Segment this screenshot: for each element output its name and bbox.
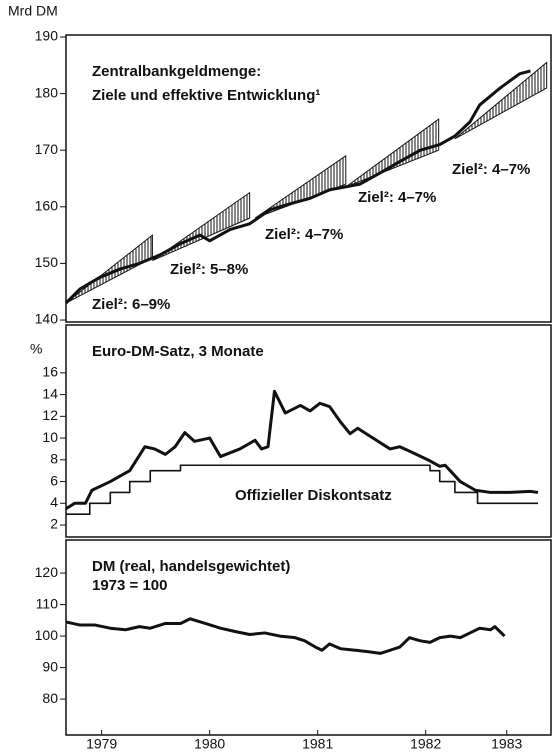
panel-frame (65, 324, 552, 538)
target-corridor (65, 234, 153, 304)
y-tick-label: 190 (35, 28, 59, 44)
corridor-label: Ziel²: 5–8% (170, 261, 248, 278)
y-tick-label: 80 (42, 690, 58, 706)
corridor-label: Ziel²: 4–7% (265, 226, 343, 243)
y-tick-label: 120 (35, 564, 59, 580)
y-tick-label: 170 (35, 141, 59, 157)
y-tick-label: 160 (35, 198, 59, 214)
y-tick-label: 110 (36, 595, 59, 611)
step-line (66, 464, 539, 515)
y-tick-label: 14 (42, 385, 58, 401)
x-tick-label: 1982 (410, 736, 441, 752)
target-corridor (152, 191, 251, 262)
y-tick-label: 10 (42, 429, 58, 445)
y-tick-label: 2 (50, 516, 58, 532)
panel-frame (65, 34, 552, 323)
target-corridor (454, 61, 548, 140)
panel-subtitle: 1973 = 100 (92, 577, 168, 594)
y-tick-label: 8 (50, 451, 58, 467)
corridor-label: Ziel²: 6–9% (92, 296, 170, 313)
data-line (64, 69, 531, 305)
panel-title: Zentralbankgeldmenge: (92, 63, 261, 80)
panel-frame (65, 539, 552, 736)
unit-label: Mrd DM (8, 3, 58, 19)
y-tick-label: 150 (35, 254, 59, 270)
target-corridor (345, 118, 440, 188)
data-line (65, 617, 506, 655)
y-tick-label: 100 (35, 627, 59, 643)
target-corridor (254, 154, 347, 219)
panel-title: DM (real, handelsgewichtet) (92, 558, 290, 575)
y-tick-label: 12 (42, 407, 58, 423)
data-line (65, 389, 539, 511)
panel-subtitle: Ziele und effektive Entwicklung¹ (92, 87, 320, 104)
y-tick-label: 90 (42, 658, 58, 674)
x-tick-label: 1981 (302, 736, 333, 752)
y-tick-label: 140 (35, 311, 59, 327)
y-tick-label: 16 (42, 364, 58, 380)
x-tick-label: 1980 (194, 736, 225, 752)
y-tick-label: 6 (50, 472, 58, 488)
legend-label: Offizieller Diskontsatz (235, 487, 392, 504)
y-tick-label: 4 (50, 494, 58, 510)
x-tick-label: 1983 (491, 736, 522, 752)
corridor-label: Ziel²: 4–7% (358, 189, 436, 206)
x-tick-label: 1979 (86, 736, 117, 752)
unit-label: % (30, 341, 42, 357)
y-tick-label: 180 (35, 84, 59, 100)
panel-title: Euro-DM-Satz, 3 Monate (92, 343, 264, 360)
corridor-label: Ziel²: 4–7% (452, 161, 530, 178)
